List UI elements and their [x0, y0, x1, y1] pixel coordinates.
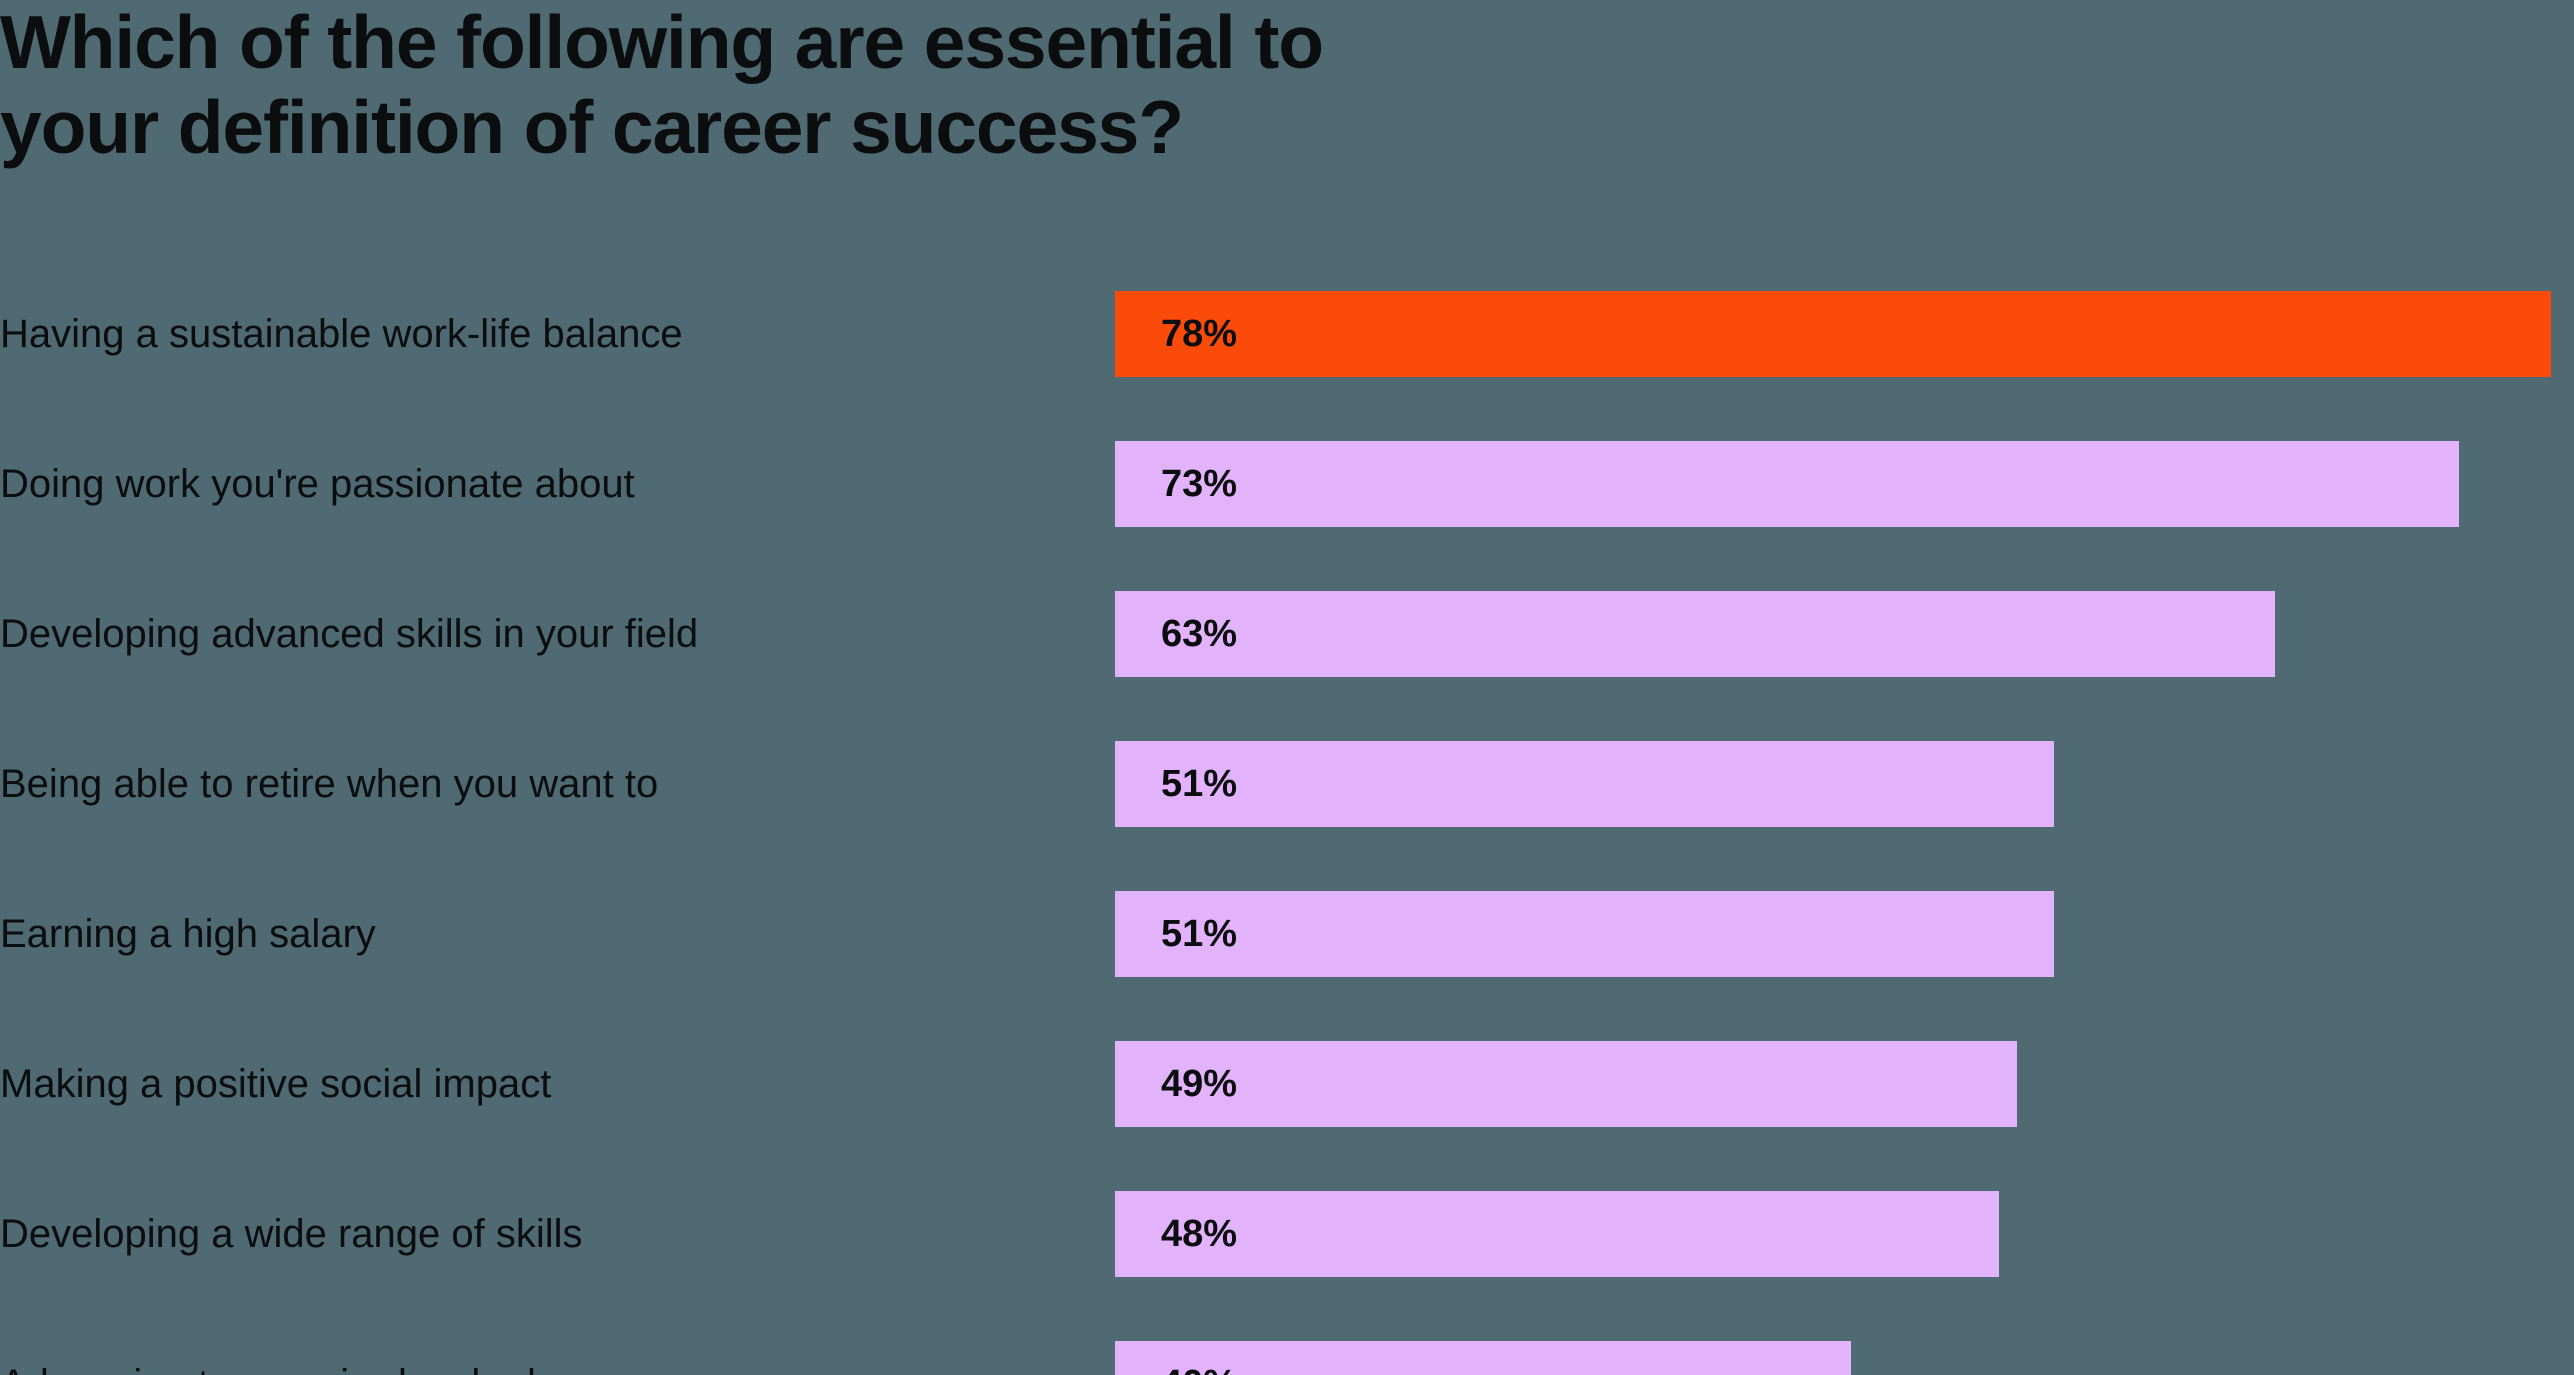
- bar: 48%: [1115, 1191, 1999, 1277]
- row-label: Having a sustainable work-life balance: [0, 312, 1115, 357]
- bar-value: 63%: [1115, 613, 1237, 656]
- bar-value: 40%: [1115, 1363, 1237, 1375]
- bar-track: 78%: [1115, 291, 2574, 377]
- row-label: Making a positive social impact: [0, 1062, 1115, 1107]
- chart-row: Advancing to a senior-level role40%: [0, 1341, 2574, 1375]
- bar-value: 73%: [1115, 463, 1237, 506]
- bar-value: 49%: [1115, 1063, 1237, 1106]
- bar-track: 48%: [1115, 1191, 2574, 1277]
- bar-track: 40%: [1115, 1341, 2574, 1375]
- bar: 40%: [1115, 1341, 1851, 1375]
- bar: 51%: [1115, 891, 2054, 977]
- bar: 49%: [1115, 1041, 2017, 1127]
- bar-track: 63%: [1115, 591, 2574, 677]
- chart-title: Which of the following are essential to …: [0, 0, 1323, 170]
- bar-value: 48%: [1115, 1213, 1237, 1256]
- bar: 51%: [1115, 741, 2054, 827]
- chart-row: Doing work you're passionate about73%: [0, 441, 2574, 527]
- chart-row: Making a positive social impact49%: [0, 1041, 2574, 1127]
- chart-rows: Having a sustainable work-life balance78…: [0, 291, 2574, 1375]
- chart-canvas: Which of the following are essential to …: [0, 0, 2574, 1375]
- bar-track: 49%: [1115, 1041, 2574, 1127]
- row-label: Doing work you're passionate about: [0, 462, 1115, 507]
- chart-row: Having a sustainable work-life balance78…: [0, 291, 2574, 377]
- chart-row: Earning a high salary51%: [0, 891, 2574, 977]
- row-label: Developing advanced skills in your field: [0, 612, 1115, 657]
- row-label: Advancing to a senior-level role: [0, 1362, 1115, 1375]
- bar: 73%: [1115, 441, 2459, 527]
- bar-track: 51%: [1115, 891, 2574, 977]
- bar-track: 73%: [1115, 441, 2574, 527]
- row-label: Developing a wide range of skills: [0, 1212, 1115, 1257]
- bar: 78%: [1115, 291, 2551, 377]
- chart-row: Being able to retire when you want to51%: [0, 741, 2574, 827]
- chart-row: Developing a wide range of skills48%: [0, 1191, 2574, 1277]
- bar-track: 51%: [1115, 741, 2574, 827]
- bar-value: 51%: [1115, 763, 1237, 806]
- chart-row: Developing advanced skills in your field…: [0, 591, 2574, 677]
- row-label: Being able to retire when you want to: [0, 762, 1115, 807]
- bar-value: 51%: [1115, 913, 1237, 956]
- bar: 63%: [1115, 591, 2275, 677]
- row-label: Earning a high salary: [0, 912, 1115, 957]
- bar-value: 78%: [1115, 313, 1237, 356]
